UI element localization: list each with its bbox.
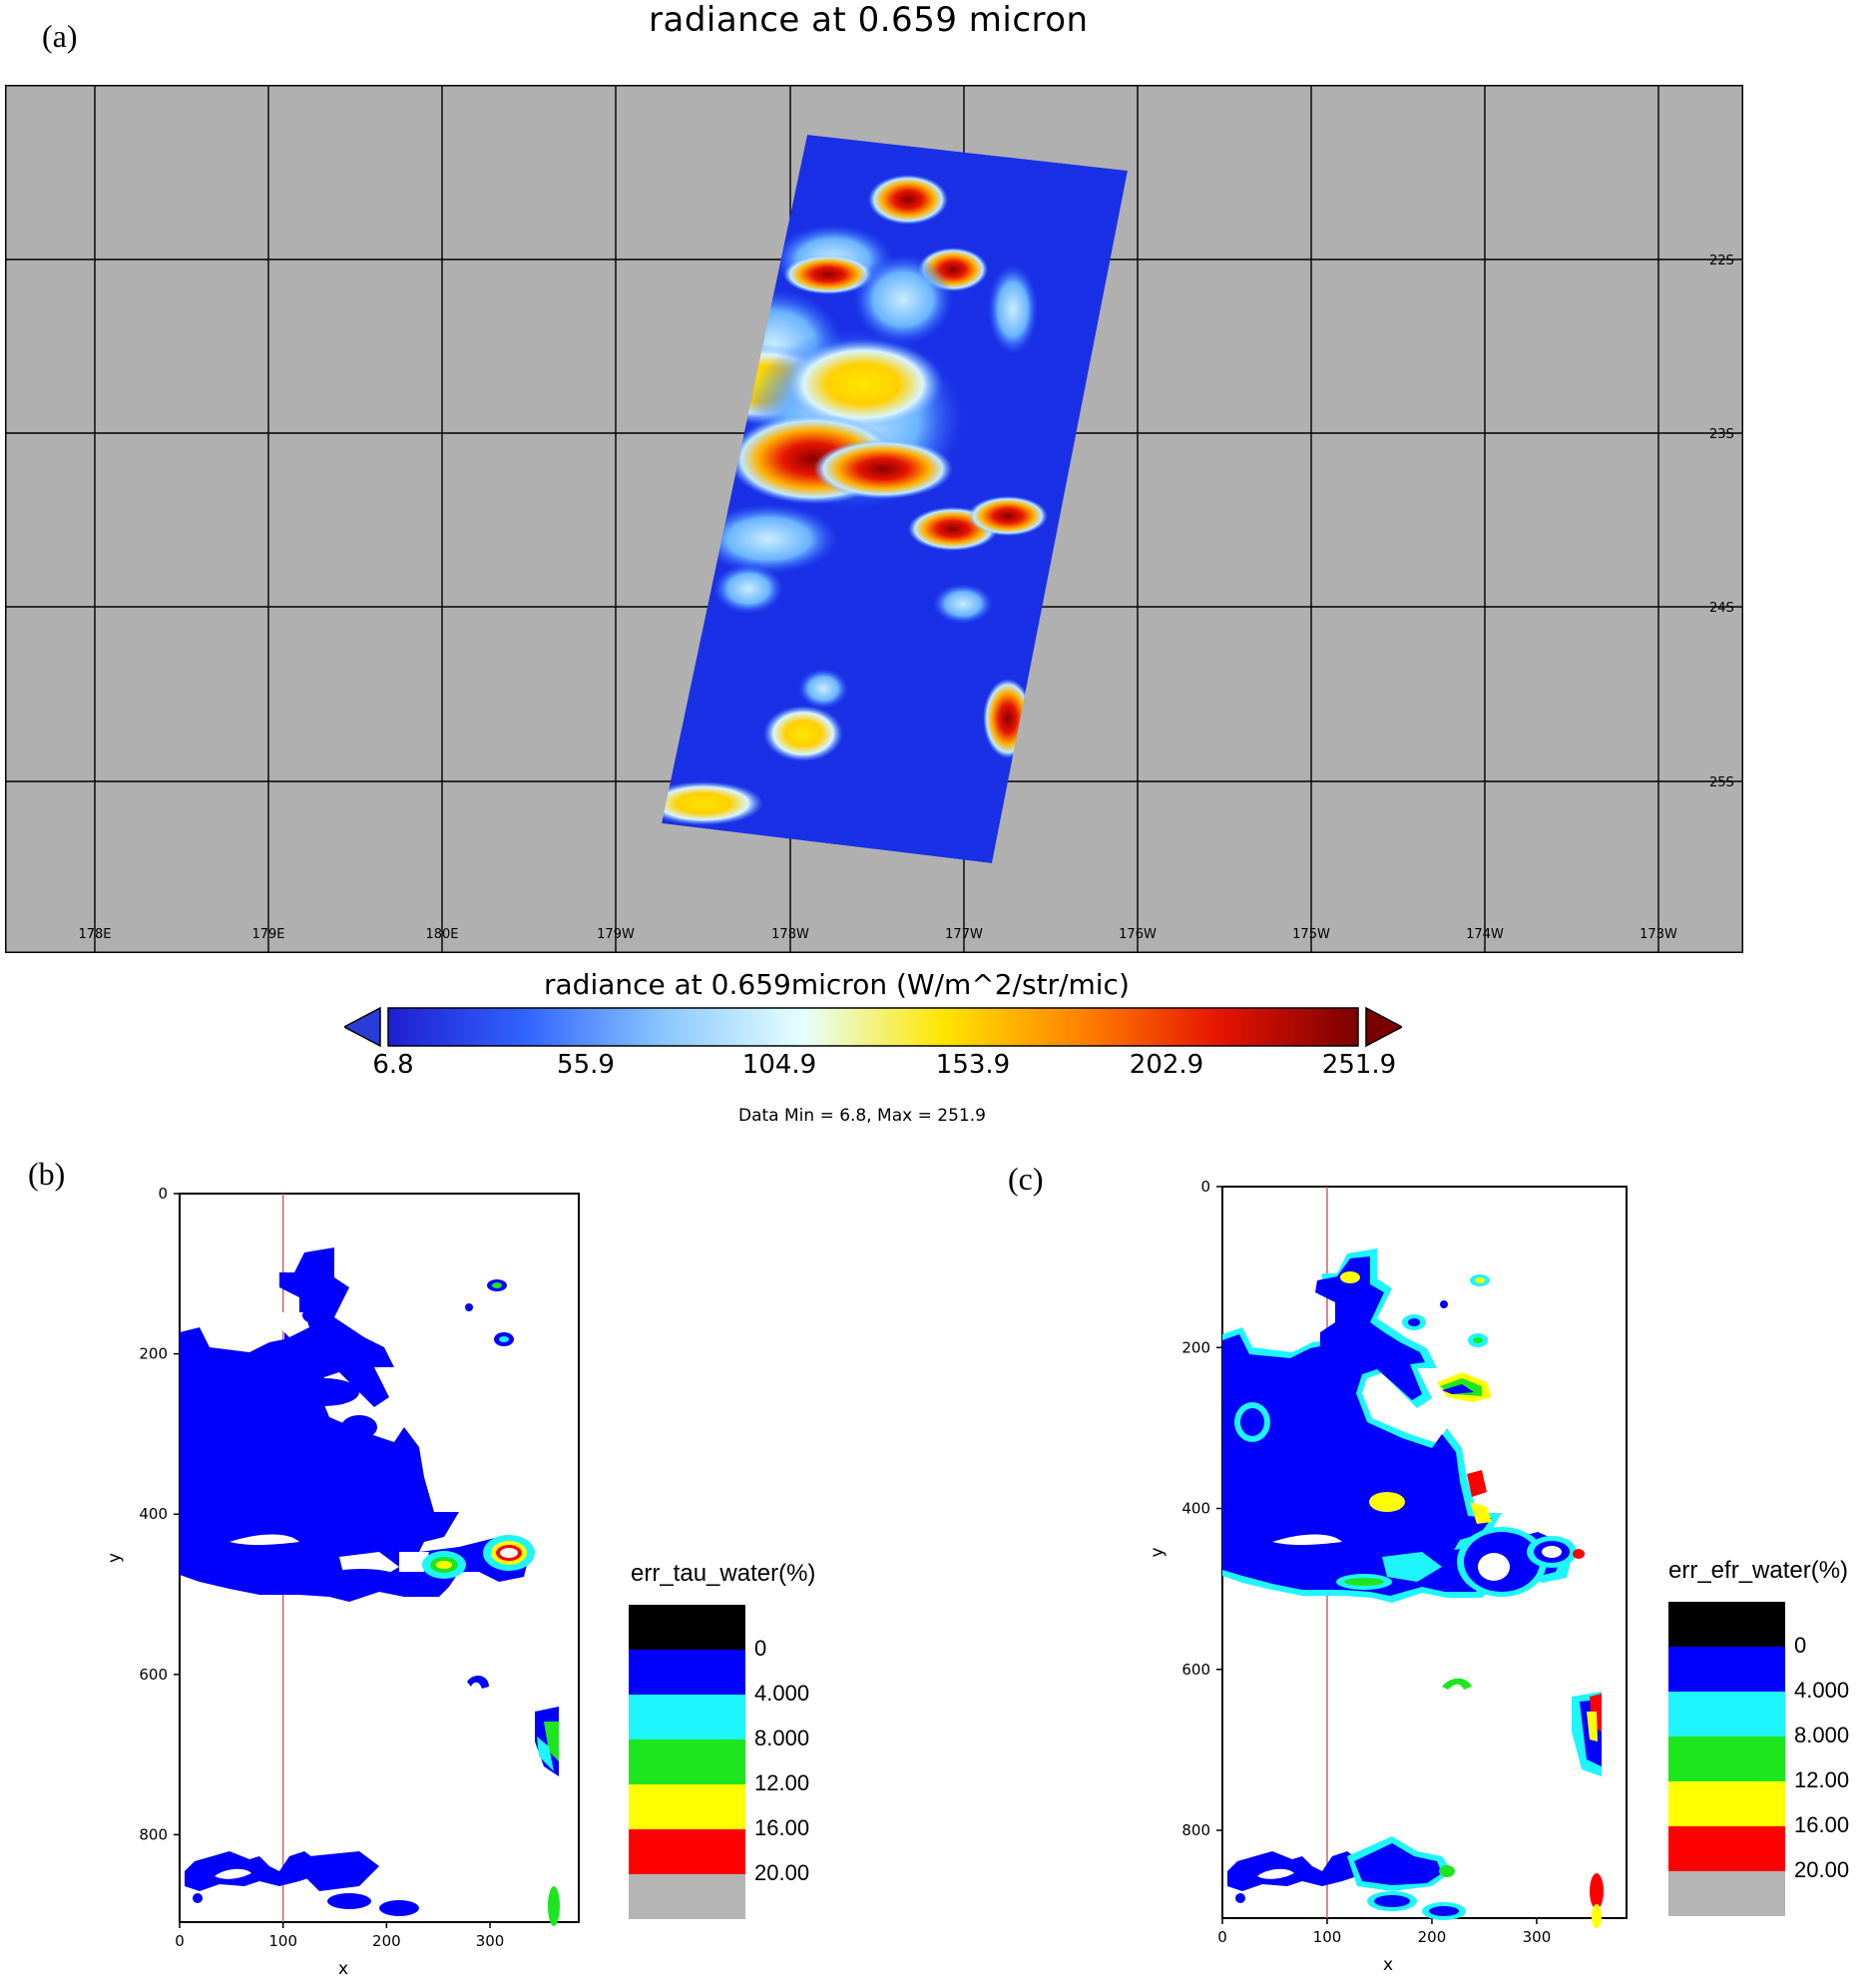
- x-tick-label: 200: [1418, 1928, 1447, 1946]
- lon-label: 179E: [251, 927, 284, 942]
- plot-b-data: [180, 1247, 560, 1926]
- legend-level-label: 8.000: [1794, 1723, 1850, 1747]
- legend-level-label: 4.000: [754, 1681, 810, 1706]
- panel-b-label: (b): [28, 1156, 66, 1192]
- y-tick-label: 400: [139, 1505, 168, 1523]
- colorbar: [344, 1006, 1402, 1048]
- plot-c-data: [1222, 1248, 1604, 1928]
- lat-labels: 22S 23S 24S 25S: [1709, 253, 1734, 790]
- lon-label: 178E: [78, 927, 111, 942]
- y-axis-label: y: [105, 1553, 125, 1563]
- legend-level-label: 0: [1794, 1633, 1807, 1658]
- legend-level-label: 20.00: [1794, 1857, 1850, 1882]
- lon-labels: 178E 179E 180E 179W 178W 177W 176W 175W 174W 173W: [78, 927, 1676, 942]
- legend-b-title: err_tau_water(%): [631, 1560, 816, 1587]
- lat-label: 23S: [1709, 427, 1734, 442]
- y-tick-label: 400: [1181, 1500, 1210, 1518]
- lat-label: 24S: [1709, 601, 1734, 616]
- x-axis-label: x: [1383, 1955, 1393, 1975]
- panel-a-label: (a): [42, 18, 78, 54]
- legend-swatch: [1668, 1736, 1785, 1781]
- colorbar-tick-label: 202.9: [1129, 1050, 1204, 1080]
- legend-swatch: [629, 1605, 745, 1650]
- lat-label: 22S: [1709, 253, 1734, 268]
- y-tick-label: 800: [1181, 1821, 1210, 1839]
- colorbar-bar: [387, 1007, 1359, 1047]
- y-tick-label: 600: [139, 1666, 168, 1684]
- x-tick-label: 100: [1313, 1928, 1342, 1946]
- x-tick-label: 0: [1217, 1928, 1227, 1946]
- lon-label: 173W: [1640, 927, 1677, 942]
- legend-swatch: [1668, 1602, 1785, 1647]
- y-tick-label: 0: [158, 1185, 168, 1203]
- colorbar-high-arrow: [1365, 1006, 1402, 1048]
- colorbar-tick-label: 104.9: [741, 1050, 817, 1080]
- legend-swatch: [629, 1695, 745, 1739]
- lon-label: 178W: [771, 927, 809, 942]
- lon-label: 175W: [1292, 927, 1330, 942]
- lon-label: 176W: [1119, 927, 1157, 942]
- colorbar-tick-label: 6.8: [372, 1050, 414, 1080]
- x-tick-label: 200: [372, 1932, 401, 1950]
- y-tick-label: 0: [1200, 1178, 1210, 1196]
- x-tick-label: 300: [476, 1932, 505, 1950]
- legend-swatch: [1668, 1826, 1785, 1871]
- plot-b: 0 100 200 300 0 200 400 600 800 x y: [105, 1185, 580, 1979]
- data-min-max: Data Min = 6.8, Max = 251.9: [738, 1106, 986, 1126]
- y-tick-label: 200: [1181, 1338, 1210, 1356]
- y-tick-label: 600: [1181, 1661, 1210, 1679]
- legend-swatch: [1668, 1871, 1785, 1916]
- colorbar-tick-label: 55.9: [557, 1050, 615, 1080]
- x-tick-label: 0: [175, 1932, 185, 1950]
- x-axis-label: x: [338, 1959, 348, 1979]
- legend-swatch: [1668, 1647, 1785, 1692]
- lon-label: 177W: [945, 927, 983, 942]
- radiance-swath: [662, 135, 1128, 863]
- lon-label: 180E: [425, 927, 458, 942]
- colorbar-tick-label: 251.9: [1321, 1050, 1397, 1080]
- x-tick-label: 300: [1523, 1928, 1552, 1946]
- legend-level-label: 12.00: [1794, 1767, 1850, 1792]
- y-axis-label: y: [1148, 1547, 1168, 1557]
- colorbar-low-arrow: [344, 1006, 381, 1048]
- legend-c-title: err_efr_water(%): [1668, 1557, 1849, 1584]
- lat-label: 25S: [1709, 775, 1734, 790]
- x-tick-label: 100: [268, 1932, 297, 1950]
- y-tick-label: 800: [139, 1825, 168, 1843]
- legend-level-label: 12.00: [754, 1770, 810, 1795]
- colorbar-tick-label: 153.9: [935, 1050, 1011, 1080]
- legend-level-label: 0: [754, 1636, 767, 1661]
- legend-level-label: 20.00: [754, 1860, 810, 1885]
- plot-c: 0 100 200 300 0 200 400 600 800 x y: [1148, 1178, 1628, 1975]
- legend-level-label: 8.000: [754, 1726, 810, 1750]
- legend-swatch: [629, 1650, 745, 1695]
- legend-swatch: [629, 1739, 745, 1784]
- legend-swatch: [629, 1874, 745, 1919]
- lon-label: 174W: [1466, 927, 1504, 942]
- lon-label: 179W: [597, 927, 635, 942]
- legend-level-label: 16.00: [754, 1815, 810, 1840]
- colorbar-title: radiance at 0.659micron (W/m^2/str/mic): [544, 968, 1130, 1001]
- map-plot: 178E 179E 180E 179W 178W 177W 176W 175W 174W 173W…: [5, 85, 1743, 953]
- y-tick-label: 200: [139, 1345, 168, 1363]
- legend-swatch: [629, 1784, 745, 1829]
- legend-level-label: 4.000: [1794, 1678, 1850, 1703]
- legend-swatch: [1668, 1781, 1785, 1826]
- legend-swatch: [1668, 1692, 1785, 1736]
- legend-level-label: 16.00: [1794, 1812, 1850, 1837]
- legend-swatch: [629, 1829, 745, 1874]
- panel-c-label: (c): [1008, 1161, 1044, 1197]
- map-title: radiance at 0.659 micron: [649, 0, 1089, 40]
